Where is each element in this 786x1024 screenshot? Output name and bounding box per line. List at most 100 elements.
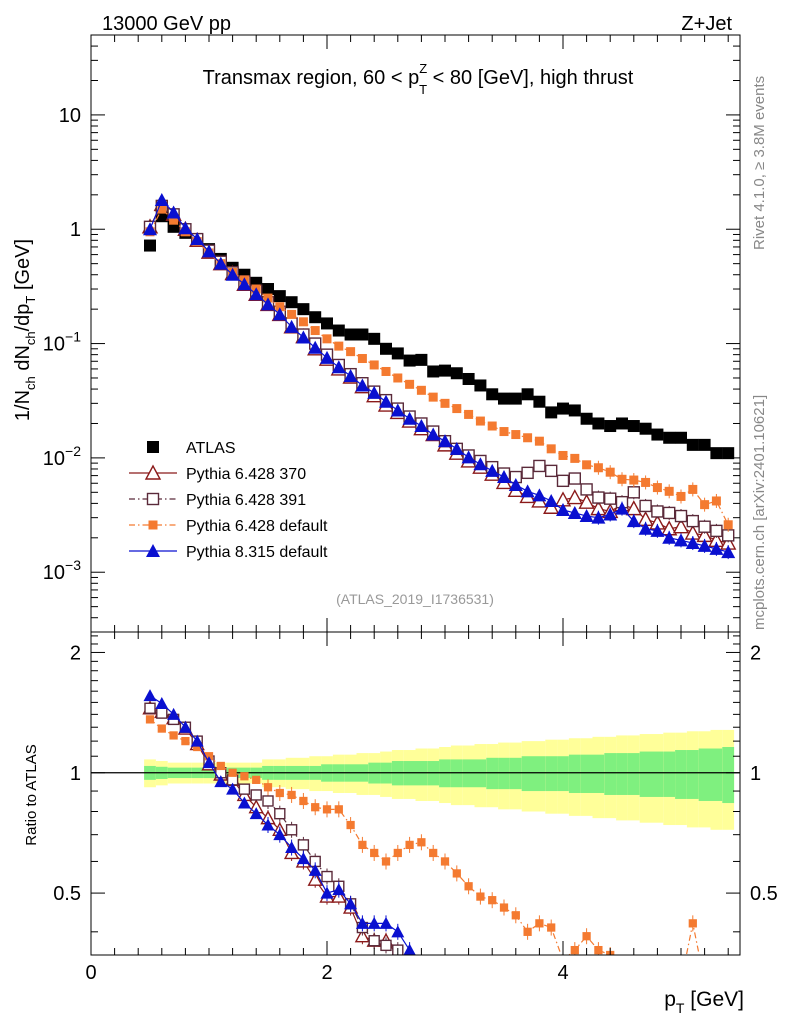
data-point-pythia-6-428-391: [698, 520, 711, 533]
data-point-pythia-8-315-default: [414, 419, 429, 433]
ratio-point-pythia-6-428-default: [405, 840, 414, 850]
main-y-tick-label: 1: [70, 219, 81, 241]
ratio-point-pythia-6-428-391: [274, 807, 286, 820]
data-point-pythia-8-315-default: [438, 434, 452, 448]
uncertainty-band-inner: [686, 750, 699, 799]
ratio-point-pythia-6-428-391: [297, 839, 310, 851]
uncertainty-band-inner: [557, 756, 569, 792]
ratio-point-pythia-8-315-default: [143, 689, 157, 702]
data-point-pythia-8-315-default: [272, 307, 287, 321]
process-label: Z+Jet: [681, 13, 732, 35]
data-point-atlas: [486, 388, 499, 401]
data-point-pythia-6-428-391: [521, 466, 534, 480]
data-point-atlas: [309, 311, 322, 324]
ratio-point-pythia-6-428-370: [354, 928, 371, 943]
data-point-atlas: [509, 392, 522, 405]
data-point-pythia-6-428-default: [416, 385, 426, 395]
data-point-pythia-6-428-default: [558, 450, 568, 460]
data-point-pythia-8-315-default: [367, 385, 382, 399]
data-point-atlas: [722, 447, 735, 460]
ratio-point-pythia-6-428-default: [381, 857, 391, 866]
x-axis-label: pT [GeV]: [664, 988, 744, 1016]
data-point-pythia-6-428-default: [369, 360, 379, 370]
ratio-point-pythia-8-315-default: [237, 796, 251, 809]
main-y-tick-label: 10−1: [43, 329, 81, 356]
data-point-pythia-6-428-default: [157, 204, 167, 214]
ratio-point-pythia-8-315-default: [391, 925, 405, 938]
data-point-atlas: [604, 420, 617, 433]
ratio-point-pythia-8-315-default: [296, 852, 310, 865]
ratio-point-pythia-8-315-default: [355, 916, 369, 929]
ratio-point-pythia-8-315-default: [367, 916, 381, 929]
data-point-pythia-6-428-370: [578, 493, 595, 509]
data-point-atlas: [332, 324, 345, 337]
uncertainty-band-inner: [509, 757, 522, 790]
data-point-pythia-6-428-default: [393, 373, 403, 383]
legend-label-pythia-6-428-370: Pythia 6.428 370: [186, 466, 306, 483]
data-point-pythia-8-315-default: [225, 267, 240, 281]
ratio-point-pythia-6-428-default: [216, 761, 225, 771]
data-point-atlas: [344, 328, 357, 341]
ratio-point-pythia-8-315-default: [167, 707, 181, 720]
ratio-point-pythia-6-428-391: [156, 707, 168, 719]
ratio-point-pythia-6-428-default: [535, 919, 544, 928]
ratio-y-tick-label-right: 1: [750, 763, 761, 785]
data-point-pythia-8-315-default: [497, 470, 511, 484]
data-point-pythia-8-315-default: [237, 277, 252, 291]
data-point-pythia-6-428-default: [711, 496, 721, 506]
ratio-point-pythia-6-428-default: [311, 803, 320, 812]
ratio-point-pythia-6-428-default: [417, 838, 426, 847]
data-point-pythia-8-315-default: [473, 457, 488, 471]
data-point-atlas: [651, 428, 664, 441]
data-point-atlas: [592, 417, 605, 430]
energy-label: 13000 GeV pp: [102, 13, 231, 35]
data-point-pythia-8-315-default: [449, 441, 464, 455]
data-point-pythia-8-315-default: [143, 222, 157, 236]
ratio-point-pythia-8-315-default: [403, 943, 416, 955]
ratio-series-group: [142, 689, 700, 955]
ratio-point-pythia-6-428-default: [570, 945, 579, 955]
uncertainty-band-inner: [651, 751, 664, 797]
data-point-pythia-6-428-370: [566, 489, 583, 505]
data-point-pythia-8-315-default: [662, 530, 677, 544]
data-point-pythia-6-428-default: [688, 484, 698, 494]
ratio-point-pythia-8-315-default: [190, 734, 204, 747]
data-point-atlas: [380, 342, 392, 355]
data-point-pythia-8-315-default: [697, 538, 712, 552]
data-point-atlas: [627, 420, 640, 433]
data-point-pythia-6-428-391: [592, 491, 605, 504]
data-point-pythia-8-315-default: [213, 256, 228, 270]
data-point-pythia-8-315-default: [190, 232, 205, 246]
ratio-point-pythia-6-428-default: [157, 724, 166, 733]
ratio-point-pythia-8-315-default: [226, 782, 240, 795]
data-point-pythia-8-315-default: [426, 427, 441, 441]
ratio-point-pythia-8-315-default: [320, 886, 334, 899]
data-point-pythia-8-315-default: [650, 523, 665, 537]
data-point-atlas: [285, 296, 298, 309]
data-point-atlas: [545, 406, 558, 419]
data-point-pythia-6-428-default: [487, 421, 497, 431]
ratio-point-pythia-6-428-default: [370, 848, 379, 858]
rivet-version-label: Rivet 4.1.0, ≥ 3.8M events: [751, 76, 768, 250]
x-tick-label: 4: [557, 962, 568, 984]
data-point-pythia-8-315-default: [249, 287, 264, 301]
ratio-point-pythia-6-428-default: [488, 896, 497, 905]
ratio-point-pythia-6-428-391: [285, 824, 298, 836]
uncertainty-band-inner: [521, 756, 534, 792]
data-point-pythia-6-428-default: [346, 347, 356, 357]
ratio-point-pythia-8-315-default: [214, 775, 228, 788]
data-point-atlas: [710, 447, 723, 460]
data-point-atlas: [580, 412, 593, 425]
data-point-atlas: [297, 303, 310, 316]
data-point-atlas: [675, 431, 687, 444]
data-point-pythia-6-428-default: [700, 500, 710, 510]
ratio-frame: [90, 631, 741, 956]
data-point-pythia-6-428-default: [169, 215, 179, 225]
uncertainty-band-inner: [604, 753, 617, 795]
ratio-y-axis-label: Ratio to ATLAS: [23, 744, 40, 845]
data-point-pythia-8-315-default: [544, 493, 559, 507]
ratio-panel: 0.5 0.5 1 1 2 2 0 2 4: [53, 631, 778, 984]
data-point-pythia-8-315-default: [709, 541, 724, 555]
data-point-atlas: [403, 354, 416, 367]
data-point-atlas: [368, 332, 381, 345]
